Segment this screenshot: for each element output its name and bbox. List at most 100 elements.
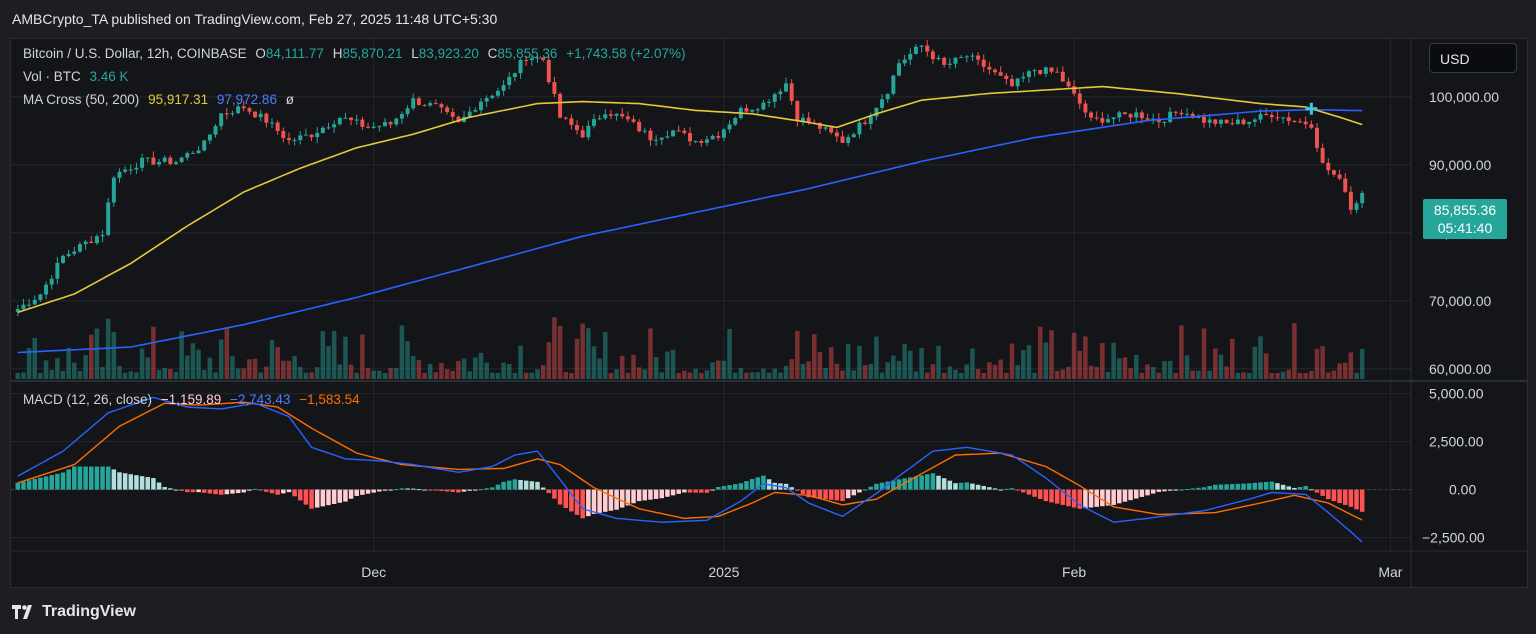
candle-body [1009,78,1014,87]
volume-bar [840,370,845,379]
footer-brand[interactable]: TradingView [42,603,136,620]
volume-bar [1150,367,1156,379]
candle-body [66,253,71,256]
macd-histogram-bar [619,489,625,508]
candle-body [1015,78,1020,87]
macd-histogram-bar [207,489,213,494]
candle-body [987,66,992,70]
candle-body [1202,116,1206,123]
candle-body [32,299,37,305]
candle-body [253,111,258,118]
macd-histogram-bar [343,489,348,502]
macd-histogram-bar [1167,489,1173,491]
candle-body [433,103,438,105]
volume-bar [902,344,907,379]
macd-histogram-bar [66,469,71,490]
candle-body [716,135,721,138]
macd-histogram-bar [1320,489,1325,496]
legend-volume: Vol · BTC 3.46 K [23,69,134,84]
volume-bar [670,349,676,379]
macd-histogram-bar [213,489,218,495]
volume-bar [512,372,518,379]
macd-histogram-bar [1004,488,1009,490]
macd-histogram-bar [1026,489,1032,495]
volume-bar [297,366,303,379]
volume-bar [1037,326,1043,379]
candle-body [134,167,139,170]
macd-histogram-bar [156,482,162,490]
last-price: 85,855.36 [1433,202,1497,218]
macd-histogram-bar [1015,489,1020,491]
macd-histogram-bar [1331,489,1337,502]
macd-histogram-bar [1117,489,1122,504]
candle-body [1230,123,1235,125]
candle-body [800,117,805,122]
macd-line [17,396,1363,543]
macd-histogram-bar [857,489,862,493]
macd-histogram-bar [1190,488,1195,490]
volume-bar [399,325,405,379]
volume-bar [699,372,704,379]
volume-bar [1111,342,1116,379]
macd-histogram-bar [38,477,43,490]
macd-histogram-bar [896,479,902,490]
macd-histogram-bar [676,489,681,494]
volume-bar [874,336,879,379]
volume-bar [557,325,563,379]
candle-body [913,46,918,54]
volume-bar [1303,372,1308,379]
macd-histogram-bar [314,489,320,508]
volume-bar [258,372,263,379]
volume-bar [800,363,806,379]
volume-bar [1241,372,1246,379]
macd-histogram-bar [953,483,958,490]
volume-bar [38,372,43,379]
published-line: AMBCrypto_TA published on TradingView.co… [12,11,498,27]
macd-histogram-bar [258,489,263,491]
volume-bar [1026,345,1032,379]
candle-body [976,55,981,60]
macd-histogram-bar [1269,481,1275,490]
volume-bar [382,372,388,379]
volume-bar [1246,372,1252,379]
candle-body [366,126,371,128]
volume-bar [218,339,224,379]
candle-body [258,113,263,118]
volume-bar [879,372,885,379]
macd-histogram-bar [1094,489,1099,507]
candle-body [541,57,546,60]
volume-bar [1196,370,1201,379]
volume-bar [518,345,523,379]
chart-area[interactable]: 60,000.0070,000.0080,000.0090,000.00100,… [10,38,1528,588]
candle-body [1004,75,1009,79]
macd-histogram-bar [94,466,100,490]
volume-bar [1320,346,1325,379]
macd-histogram-bar [828,489,834,500]
volume-bar [597,358,602,379]
macd-histogram-bar [1122,489,1128,502]
chart-canvas[interactable]: 60,000.0070,000.0080,000.0090,000.00100,… [11,39,1527,587]
macd-histogram-bar [1263,481,1269,490]
volume-bar [1156,372,1162,379]
volume-bar [444,369,450,379]
candle-body [1326,162,1331,171]
candle-body [575,124,580,131]
volume-bar [151,326,156,379]
volume-bar [964,364,970,379]
candle-body [1292,120,1297,122]
candle-body [83,241,88,245]
macd-histogram-bar [535,481,540,490]
volume-bar [433,372,439,379]
volume-bar [930,364,936,379]
tradingview-logo-icon[interactable] [12,605,36,619]
candle-body [919,45,924,47]
macd-histogram-bar [309,489,314,509]
candle-body [15,309,20,312]
legend-ohlc: Bitcoin / U.S. Dollar, 12h, COINBASE O84… [23,46,691,61]
volume-bar [563,372,568,379]
volume-bar [1162,361,1167,379]
candle-body [1315,127,1319,148]
currency-button[interactable]: USD [1429,43,1517,73]
macd-histogram-bar [1111,489,1116,505]
volume-bar [975,368,981,379]
